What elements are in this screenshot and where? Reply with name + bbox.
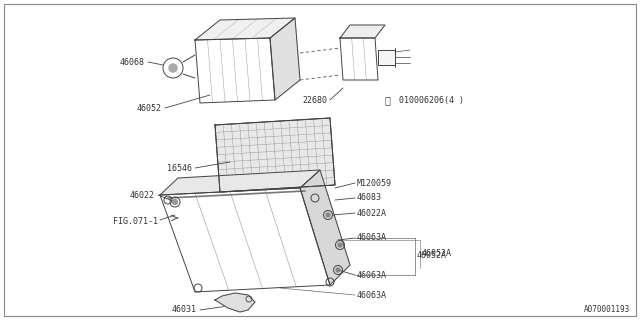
Circle shape	[173, 199, 177, 204]
Text: 46052A: 46052A	[422, 250, 452, 259]
Text: 46083: 46083	[357, 194, 382, 203]
Text: 46063A: 46063A	[357, 234, 387, 243]
Text: M120059: M120059	[357, 179, 392, 188]
Text: 22680: 22680	[302, 95, 327, 105]
Polygon shape	[195, 18, 295, 40]
Text: A070001193: A070001193	[584, 305, 630, 314]
Polygon shape	[160, 170, 320, 195]
Polygon shape	[340, 25, 385, 38]
Polygon shape	[215, 293, 255, 312]
Polygon shape	[270, 18, 300, 100]
Text: 010006206(4 ): 010006206(4 )	[399, 95, 464, 105]
Polygon shape	[195, 38, 275, 103]
Text: Ⓑ: Ⓑ	[385, 95, 391, 105]
Text: 46022: 46022	[130, 190, 155, 199]
Circle shape	[336, 268, 340, 272]
Text: 46068: 46068	[120, 58, 145, 67]
Text: 46063A: 46063A	[357, 291, 387, 300]
Text: 46031: 46031	[172, 306, 197, 315]
Polygon shape	[378, 50, 395, 65]
Text: FIG.071-1: FIG.071-1	[113, 218, 158, 227]
Circle shape	[326, 213, 330, 217]
Polygon shape	[300, 170, 350, 285]
Polygon shape	[340, 38, 378, 80]
Circle shape	[169, 64, 177, 72]
Circle shape	[338, 243, 342, 247]
Text: 46063A: 46063A	[357, 270, 387, 279]
Text: 16546: 16546	[167, 164, 192, 172]
Text: 46022A: 46022A	[357, 209, 387, 218]
Text: 46052: 46052	[137, 103, 162, 113]
Polygon shape	[215, 118, 335, 192]
Polygon shape	[160, 188, 330, 292]
Text: 46052A: 46052A	[417, 252, 447, 260]
